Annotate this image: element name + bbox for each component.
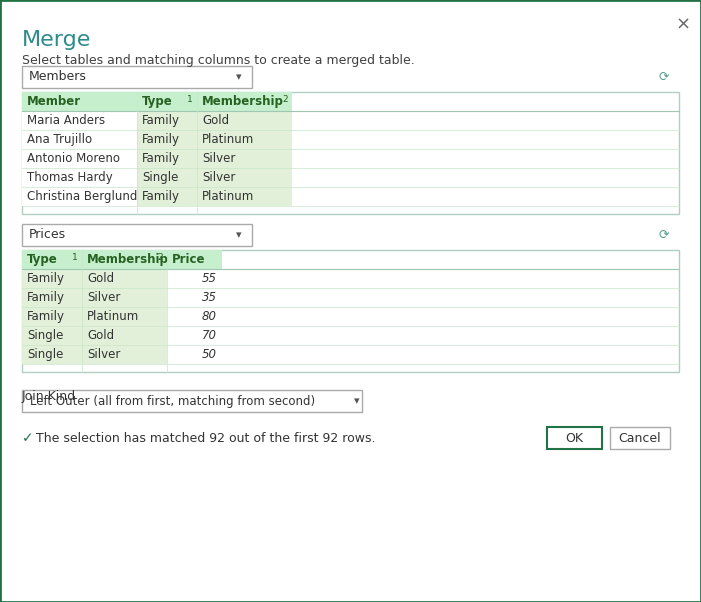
FancyBboxPatch shape (82, 250, 167, 269)
FancyBboxPatch shape (137, 111, 197, 130)
FancyBboxPatch shape (22, 307, 82, 326)
FancyBboxPatch shape (22, 345, 82, 364)
Text: Family: Family (142, 190, 180, 203)
Text: Type: Type (27, 253, 57, 266)
Text: Prices: Prices (29, 229, 66, 241)
FancyBboxPatch shape (197, 92, 292, 111)
FancyBboxPatch shape (22, 224, 252, 246)
Text: Family: Family (27, 310, 65, 323)
FancyBboxPatch shape (197, 149, 292, 168)
FancyBboxPatch shape (82, 307, 167, 326)
FancyBboxPatch shape (22, 168, 137, 187)
FancyBboxPatch shape (22, 390, 362, 412)
Text: ▾: ▾ (236, 230, 242, 240)
Text: Single: Single (142, 171, 178, 184)
Text: ⟳: ⟳ (659, 229, 669, 241)
FancyBboxPatch shape (547, 427, 602, 449)
FancyBboxPatch shape (197, 168, 292, 187)
Text: 1: 1 (72, 253, 78, 262)
Text: Family: Family (27, 272, 65, 285)
FancyBboxPatch shape (197, 187, 292, 206)
Text: Platinum: Platinum (202, 190, 254, 203)
FancyBboxPatch shape (22, 326, 82, 345)
Text: 2: 2 (282, 95, 287, 104)
Text: Merge: Merge (22, 30, 91, 50)
Text: Single: Single (27, 329, 63, 342)
FancyBboxPatch shape (22, 130, 137, 149)
FancyBboxPatch shape (137, 187, 197, 206)
Text: ▾: ▾ (236, 72, 242, 82)
Text: Silver: Silver (202, 152, 236, 165)
Text: 1: 1 (187, 95, 193, 104)
Text: Silver: Silver (202, 171, 236, 184)
Text: Join Kind: Join Kind (22, 390, 76, 403)
FancyBboxPatch shape (137, 168, 197, 187)
FancyBboxPatch shape (167, 269, 222, 288)
FancyBboxPatch shape (137, 149, 197, 168)
Text: Gold: Gold (202, 114, 229, 127)
Text: 55: 55 (202, 272, 217, 285)
Text: Silver: Silver (87, 348, 121, 361)
FancyBboxPatch shape (22, 250, 82, 269)
FancyBboxPatch shape (22, 149, 137, 168)
Text: Maria Anders: Maria Anders (27, 114, 105, 127)
Text: ×: × (676, 16, 691, 34)
Text: 70: 70 (202, 329, 217, 342)
Text: OK: OK (566, 432, 583, 444)
Text: Family: Family (27, 291, 65, 304)
Text: ⟳: ⟳ (659, 70, 669, 84)
Text: 35: 35 (202, 291, 217, 304)
FancyBboxPatch shape (82, 345, 167, 364)
Text: Family: Family (142, 152, 180, 165)
FancyBboxPatch shape (22, 92, 679, 214)
Text: Price: Price (172, 253, 205, 266)
Text: Members: Members (29, 70, 87, 84)
FancyBboxPatch shape (167, 288, 222, 307)
Text: Antonio Moreno: Antonio Moreno (27, 152, 120, 165)
Text: The selection has matched 92 out of the first 92 rows.: The selection has matched 92 out of the … (36, 432, 376, 444)
FancyBboxPatch shape (137, 130, 197, 149)
Text: Thomas Hardy: Thomas Hardy (27, 171, 113, 184)
FancyBboxPatch shape (167, 326, 222, 345)
FancyBboxPatch shape (22, 66, 252, 88)
Text: Left Outer (all from first, matching from second): Left Outer (all from first, matching fro… (30, 394, 315, 408)
Text: Platinum: Platinum (202, 133, 254, 146)
FancyBboxPatch shape (167, 307, 222, 326)
Text: 50: 50 (202, 348, 217, 361)
Text: 80: 80 (202, 310, 217, 323)
FancyBboxPatch shape (82, 288, 167, 307)
Text: Membership: Membership (87, 253, 169, 266)
FancyBboxPatch shape (22, 187, 137, 206)
Text: Select tables and matching columns to create a merged table.: Select tables and matching columns to cr… (22, 54, 415, 67)
Text: 2: 2 (157, 253, 163, 262)
Text: Family: Family (142, 133, 180, 146)
Text: Type: Type (142, 95, 172, 108)
Text: Family: Family (142, 114, 180, 127)
FancyBboxPatch shape (82, 326, 167, 345)
Text: Gold: Gold (87, 329, 114, 342)
FancyBboxPatch shape (167, 250, 222, 269)
Text: Christina Berglund: Christina Berglund (27, 190, 137, 203)
Text: Ana Trujillo: Ana Trujillo (27, 133, 92, 146)
FancyBboxPatch shape (22, 111, 137, 130)
FancyBboxPatch shape (197, 130, 292, 149)
FancyBboxPatch shape (22, 269, 82, 288)
Text: Silver: Silver (87, 291, 121, 304)
FancyBboxPatch shape (610, 427, 670, 449)
FancyBboxPatch shape (197, 111, 292, 130)
Text: Member: Member (27, 95, 81, 108)
Text: Single: Single (27, 348, 63, 361)
Text: ✓: ✓ (22, 431, 34, 445)
FancyBboxPatch shape (137, 92, 197, 111)
FancyBboxPatch shape (167, 345, 222, 364)
FancyBboxPatch shape (22, 92, 137, 111)
Text: Cancel: Cancel (619, 432, 661, 444)
Text: ▾: ▾ (354, 396, 360, 406)
FancyBboxPatch shape (22, 250, 679, 372)
Text: Membership: Membership (202, 95, 284, 108)
Text: Gold: Gold (87, 272, 114, 285)
FancyBboxPatch shape (22, 288, 82, 307)
Text: Platinum: Platinum (87, 310, 139, 323)
FancyBboxPatch shape (82, 269, 167, 288)
